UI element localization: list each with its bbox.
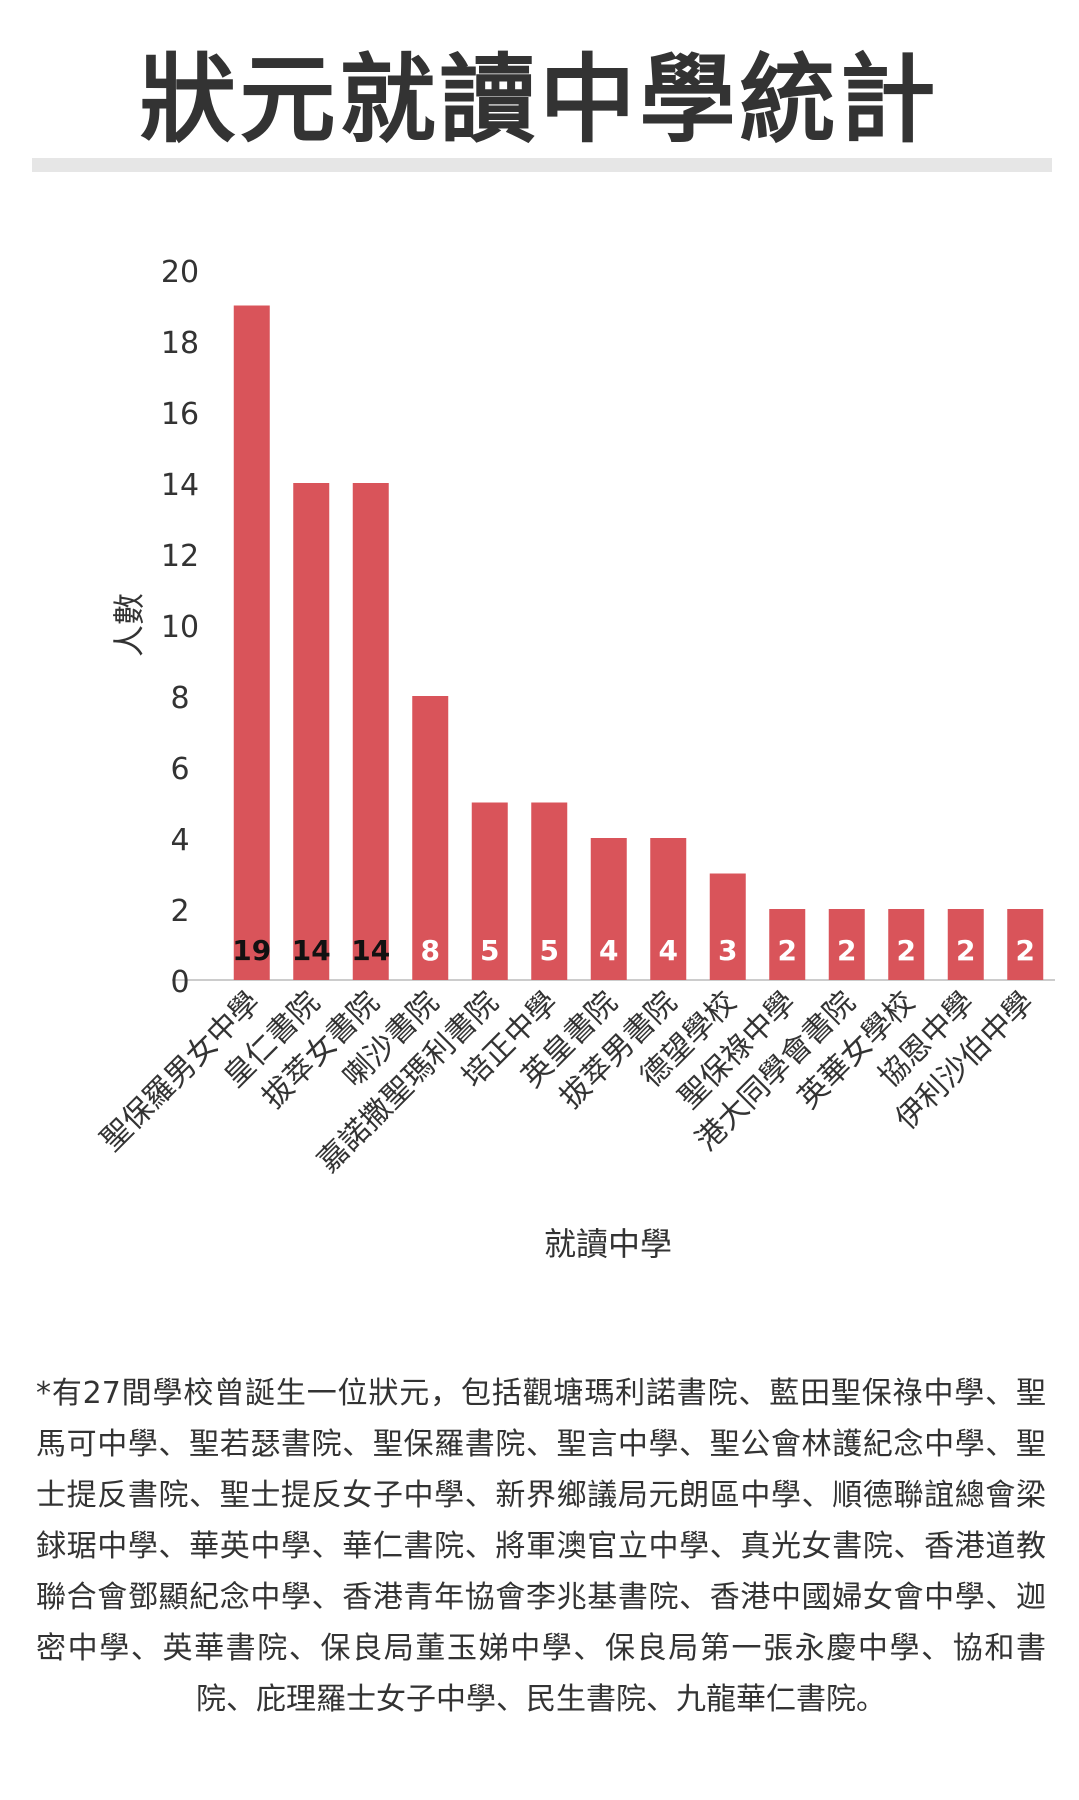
y-tick-label: 14 <box>161 468 199 503</box>
bar <box>233 305 270 980</box>
bar-value-label: 4 <box>599 934 618 967</box>
bar <box>709 873 746 980</box>
bar-value-label: 3 <box>718 934 737 967</box>
bar <box>352 483 389 980</box>
bar <box>531 802 568 980</box>
bar-value-label: 4 <box>659 934 678 967</box>
bar <box>650 838 687 980</box>
x-axis-label: 就讀中學 <box>544 1225 672 1263</box>
bar-value-label: 2 <box>778 934 797 967</box>
bar <box>888 909 925 980</box>
footnote: *有27間學校曾誕生一位狀元，包括觀塘瑪利諾書院、藍田聖保祿中學、聖馬可中學、聖… <box>36 1376 1046 1717</box>
y-tick-label: 20 <box>161 255 199 290</box>
y-axis-label: 人數 <box>110 593 148 657</box>
y-tick-label: 0 <box>170 965 189 1000</box>
bar-value-label: 5 <box>480 934 499 967</box>
y-tick-label: 12 <box>161 539 199 574</box>
bar-value-label: 14 <box>292 934 331 967</box>
title-divider <box>32 158 1052 172</box>
bar <box>769 909 806 980</box>
bar <box>1007 909 1044 980</box>
y-tick-label: 6 <box>170 752 189 787</box>
bar <box>471 802 508 980</box>
bar-value-label: 19 <box>232 934 271 967</box>
bar-value-label: 8 <box>421 934 440 967</box>
y-tick-label: 16 <box>161 397 199 432</box>
bar-value-label: 2 <box>1016 934 1035 967</box>
y-tick-label: 2 <box>170 894 189 929</box>
bar-value-label: 2 <box>897 934 916 967</box>
bar-value-label: 2 <box>837 934 856 967</box>
y-tick-label: 10 <box>161 610 199 645</box>
bar-chart: 02468101214161820人數19聖保羅男女中學14皇仁書院14拔萃女書… <box>94 255 1055 1263</box>
bar <box>412 696 449 980</box>
bar <box>590 838 627 980</box>
bar <box>947 909 984 980</box>
bar <box>293 483 330 980</box>
y-tick-label: 18 <box>161 326 199 361</box>
bar-value-label: 14 <box>351 934 390 967</box>
y-tick-label: 4 <box>170 823 189 858</box>
y-tick-label: 8 <box>170 681 189 716</box>
bar-value-label: 5 <box>540 934 559 967</box>
bar-value-label: 2 <box>956 934 975 967</box>
page-title: 狀元就讀中學統計 <box>139 44 940 156</box>
bar <box>828 909 865 980</box>
